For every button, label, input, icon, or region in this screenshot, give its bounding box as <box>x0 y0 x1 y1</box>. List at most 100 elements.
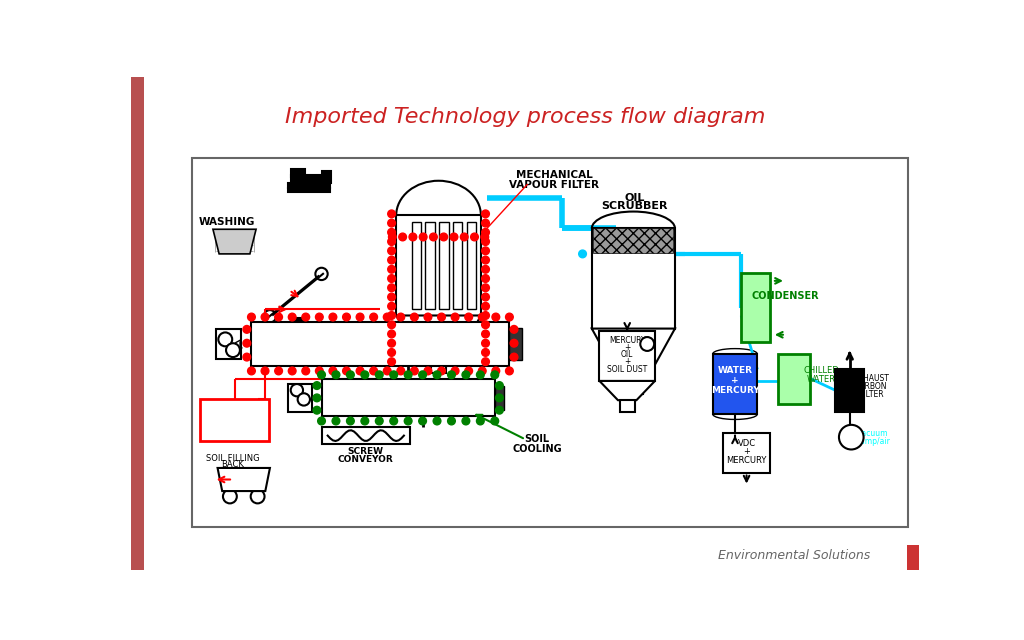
Bar <box>836 369 864 412</box>
Circle shape <box>397 313 404 321</box>
Circle shape <box>430 233 437 241</box>
Circle shape <box>315 367 324 375</box>
Circle shape <box>437 367 445 375</box>
Circle shape <box>471 233 478 241</box>
Circle shape <box>274 367 283 375</box>
Circle shape <box>390 417 397 425</box>
Bar <box>439 221 449 309</box>
Circle shape <box>462 371 470 379</box>
Circle shape <box>481 312 489 319</box>
Bar <box>412 221 421 309</box>
Circle shape <box>481 256 489 264</box>
Circle shape <box>462 417 470 425</box>
Circle shape <box>388 349 395 356</box>
Circle shape <box>302 367 309 375</box>
Circle shape <box>465 313 472 321</box>
Circle shape <box>461 233 468 241</box>
Bar <box>322 380 495 417</box>
Circle shape <box>481 358 489 365</box>
Circle shape <box>510 326 518 333</box>
Circle shape <box>481 220 489 227</box>
Bar <box>322 427 410 444</box>
Bar <box>620 400 635 412</box>
Circle shape <box>388 266 395 273</box>
Bar <box>288 188 330 191</box>
Circle shape <box>218 332 232 346</box>
Polygon shape <box>396 316 481 362</box>
Circle shape <box>226 343 240 357</box>
Text: VDC: VDC <box>737 439 756 448</box>
Circle shape <box>447 417 456 425</box>
Circle shape <box>261 367 269 375</box>
Circle shape <box>481 321 489 328</box>
Bar <box>509 328 521 360</box>
Text: Environmental Solutions: Environmental Solutions <box>718 549 869 563</box>
Circle shape <box>332 371 340 379</box>
Circle shape <box>465 367 472 375</box>
Circle shape <box>481 266 489 273</box>
Circle shape <box>356 367 364 375</box>
Circle shape <box>248 313 255 321</box>
Bar <box>906 545 920 570</box>
Circle shape <box>383 367 391 375</box>
Bar <box>131 77 144 570</box>
Circle shape <box>476 417 484 425</box>
Text: WATER: WATER <box>807 375 836 384</box>
Circle shape <box>376 371 383 379</box>
Text: CONVEYOR: CONVEYOR <box>338 455 393 464</box>
Circle shape <box>388 321 395 328</box>
Text: COOLING: COOLING <box>512 444 562 454</box>
Polygon shape <box>599 381 655 400</box>
Circle shape <box>478 367 486 375</box>
Circle shape <box>315 313 324 321</box>
Circle shape <box>640 337 654 351</box>
Circle shape <box>388 228 395 236</box>
Circle shape <box>346 417 354 425</box>
Circle shape <box>302 313 309 321</box>
Circle shape <box>433 417 441 425</box>
Text: FILTER: FILTER <box>859 390 884 399</box>
Circle shape <box>329 367 337 375</box>
Circle shape <box>313 406 321 414</box>
Circle shape <box>346 371 354 379</box>
Text: Imported Technology process flow diagram: Imported Technology process flow diagram <box>285 107 765 127</box>
Circle shape <box>388 358 395 365</box>
Text: CONDENSER: CONDENSER <box>752 291 819 301</box>
Circle shape <box>481 275 489 282</box>
Circle shape <box>398 233 407 241</box>
Text: SCRUBBER: SCRUBBER <box>602 201 669 211</box>
Text: WATER: WATER <box>718 367 753 376</box>
Bar <box>741 273 770 342</box>
Text: pump/air: pump/air <box>855 437 890 446</box>
Text: SOIL DUST: SOIL DUST <box>607 365 647 374</box>
Circle shape <box>496 406 503 414</box>
Circle shape <box>490 417 499 425</box>
Circle shape <box>481 339 489 347</box>
Circle shape <box>419 417 426 425</box>
Text: vacuum: vacuum <box>857 429 888 438</box>
Text: TH OIL: TH OIL <box>216 404 253 415</box>
Bar <box>467 221 476 309</box>
Circle shape <box>243 339 251 347</box>
Bar <box>723 433 770 472</box>
Bar <box>396 216 481 316</box>
Circle shape <box>291 384 303 396</box>
Circle shape <box>506 313 513 321</box>
Circle shape <box>388 275 395 282</box>
Text: HEATER: HEATER <box>213 415 256 424</box>
Circle shape <box>298 393 310 406</box>
Circle shape <box>476 371 484 379</box>
Circle shape <box>388 247 395 255</box>
Bar <box>713 354 758 414</box>
Text: OIL: OIL <box>621 350 634 359</box>
Circle shape <box>397 367 404 375</box>
Circle shape <box>388 256 395 264</box>
Circle shape <box>388 233 396 241</box>
Circle shape <box>506 367 513 375</box>
Circle shape <box>370 367 378 375</box>
Circle shape <box>451 233 458 241</box>
Circle shape <box>481 210 489 218</box>
Circle shape <box>370 313 378 321</box>
Circle shape <box>243 353 251 361</box>
Circle shape <box>388 339 395 347</box>
